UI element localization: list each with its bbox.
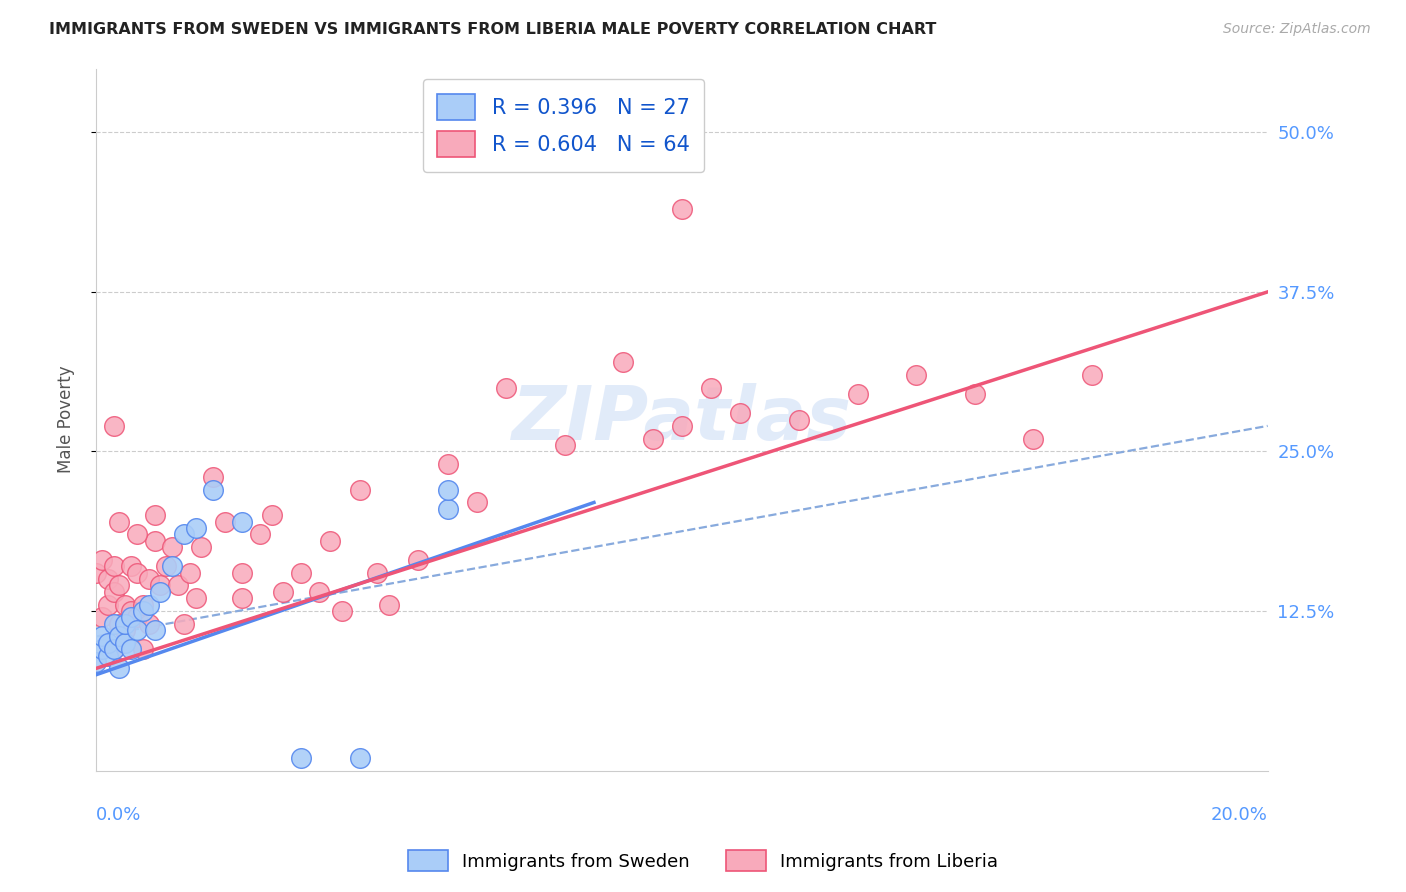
Point bbox=[290, 566, 312, 580]
Point bbox=[349, 750, 371, 764]
Point bbox=[103, 642, 125, 657]
Point bbox=[143, 623, 166, 637]
Point bbox=[97, 572, 120, 586]
Point bbox=[125, 527, 148, 541]
Point bbox=[108, 630, 131, 644]
Point bbox=[125, 566, 148, 580]
Point bbox=[125, 623, 148, 637]
Point bbox=[114, 598, 136, 612]
Point bbox=[378, 598, 401, 612]
Point bbox=[120, 642, 142, 657]
Point bbox=[108, 616, 131, 631]
Point bbox=[132, 604, 155, 618]
Point bbox=[202, 470, 225, 484]
Point bbox=[132, 598, 155, 612]
Point bbox=[167, 578, 190, 592]
Point bbox=[184, 591, 207, 606]
Point bbox=[125, 610, 148, 624]
Point bbox=[231, 515, 253, 529]
Point bbox=[173, 616, 195, 631]
Point bbox=[120, 559, 142, 574]
Point bbox=[436, 501, 458, 516]
Point bbox=[214, 515, 236, 529]
Point bbox=[290, 750, 312, 764]
Point bbox=[905, 368, 928, 382]
Point bbox=[90, 642, 112, 657]
Point bbox=[495, 381, 517, 395]
Point bbox=[160, 540, 183, 554]
Point bbox=[231, 566, 253, 580]
Point bbox=[90, 553, 112, 567]
Point bbox=[108, 578, 131, 592]
Legend: R = 0.396   N = 27, R = 0.604   N = 64: R = 0.396 N = 27, R = 0.604 N = 64 bbox=[423, 78, 704, 172]
Point bbox=[308, 584, 330, 599]
Text: 0.0%: 0.0% bbox=[96, 806, 142, 824]
Point bbox=[173, 527, 195, 541]
Point bbox=[202, 483, 225, 497]
Point bbox=[114, 623, 136, 637]
Point bbox=[120, 604, 142, 618]
Point bbox=[465, 495, 488, 509]
Point bbox=[436, 483, 458, 497]
Point bbox=[138, 572, 160, 586]
Point bbox=[90, 610, 112, 624]
Text: IMMIGRANTS FROM SWEDEN VS IMMIGRANTS FROM LIBERIA MALE POVERTY CORRELATION CHART: IMMIGRANTS FROM SWEDEN VS IMMIGRANTS FRO… bbox=[49, 22, 936, 37]
Point bbox=[700, 381, 723, 395]
Point bbox=[330, 604, 353, 618]
Point bbox=[149, 584, 172, 599]
Point bbox=[120, 610, 142, 624]
Point bbox=[1081, 368, 1104, 382]
Point bbox=[249, 527, 271, 541]
Text: ZIPatlas: ZIPatlas bbox=[512, 383, 852, 456]
Point bbox=[97, 598, 120, 612]
Point bbox=[787, 412, 810, 426]
Point bbox=[149, 578, 172, 592]
Point bbox=[349, 483, 371, 497]
Point bbox=[184, 521, 207, 535]
Point bbox=[90, 630, 112, 644]
Point bbox=[730, 406, 752, 420]
Point bbox=[160, 559, 183, 574]
Point bbox=[406, 553, 429, 567]
Y-axis label: Male Poverty: Male Poverty bbox=[58, 366, 75, 474]
Point bbox=[103, 616, 125, 631]
Point bbox=[103, 559, 125, 574]
Text: Source: ZipAtlas.com: Source: ZipAtlas.com bbox=[1223, 22, 1371, 37]
Point bbox=[132, 642, 155, 657]
Point bbox=[84, 655, 107, 669]
Text: 20.0%: 20.0% bbox=[1211, 806, 1268, 824]
Point bbox=[190, 540, 212, 554]
Point bbox=[612, 355, 634, 369]
Point bbox=[671, 202, 693, 216]
Point bbox=[114, 636, 136, 650]
Point bbox=[103, 642, 125, 657]
Point bbox=[143, 533, 166, 548]
Point bbox=[319, 533, 342, 548]
Point bbox=[641, 432, 664, 446]
Point bbox=[108, 515, 131, 529]
Point bbox=[554, 438, 576, 452]
Point bbox=[138, 616, 160, 631]
Point bbox=[114, 616, 136, 631]
Point bbox=[1022, 432, 1045, 446]
Point bbox=[846, 387, 869, 401]
Point bbox=[103, 584, 125, 599]
Point bbox=[97, 636, 120, 650]
Point bbox=[671, 418, 693, 433]
Point bbox=[963, 387, 986, 401]
Point bbox=[366, 566, 388, 580]
Point bbox=[436, 457, 458, 471]
Point bbox=[143, 508, 166, 523]
Point bbox=[155, 559, 177, 574]
Point bbox=[108, 661, 131, 675]
Point bbox=[260, 508, 283, 523]
Point bbox=[138, 598, 160, 612]
Legend: Immigrants from Sweden, Immigrants from Liberia: Immigrants from Sweden, Immigrants from … bbox=[401, 843, 1005, 879]
Point bbox=[103, 418, 125, 433]
Point bbox=[231, 591, 253, 606]
Point bbox=[84, 566, 107, 580]
Point bbox=[273, 584, 295, 599]
Point bbox=[179, 566, 201, 580]
Point bbox=[97, 648, 120, 663]
